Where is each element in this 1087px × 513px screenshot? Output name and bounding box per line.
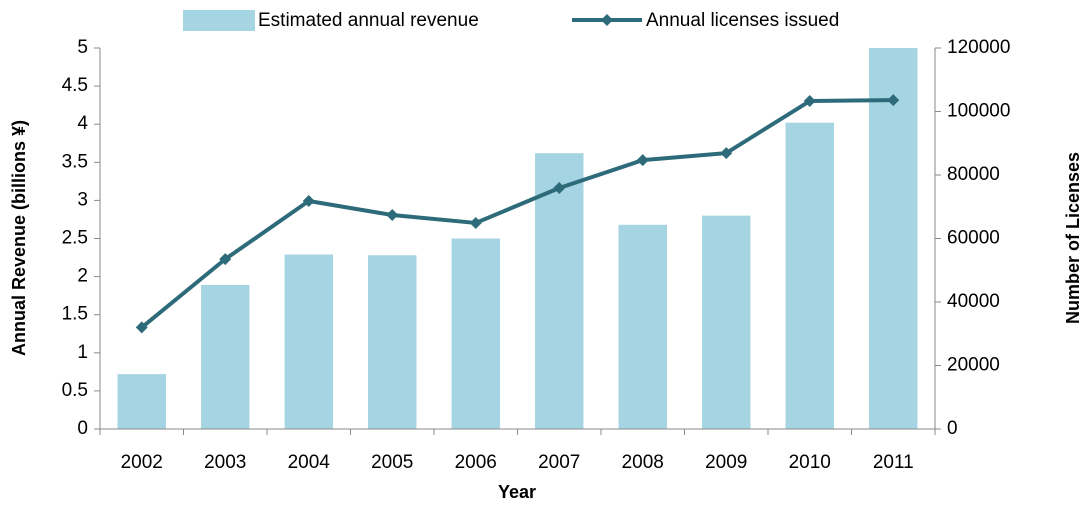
y-tick-label: 3.5	[62, 151, 88, 172]
bar	[535, 153, 584, 429]
y2-axis-title: Number of Licenses	[1063, 152, 1083, 324]
line-marker	[469, 216, 482, 229]
line-marker	[720, 147, 733, 160]
bar	[201, 284, 250, 429]
line-marker	[135, 321, 148, 334]
line-marker	[553, 182, 566, 195]
line	[140, 98, 894, 329]
y2-tick-label: 40000	[947, 291, 1000, 312]
y2-tick-label: 80000	[947, 164, 1000, 185]
y-tick-label: 0	[77, 418, 88, 439]
legend-label: Estimated annual revenue	[258, 10, 479, 31]
x-tick-label: 2004	[288, 452, 331, 473]
y2-tick-label: 60000	[947, 228, 1000, 249]
y-tick-label: 2.5	[62, 228, 88, 249]
line-marker	[219, 253, 232, 266]
legend-swatch	[183, 10, 255, 31]
y-tick-label: 2	[77, 266, 88, 287]
y-tick-label: 5	[77, 37, 88, 58]
x-axis-title: Year	[498, 482, 536, 502]
y2-tick-label: 120000	[947, 37, 1010, 58]
x-tick-label: 2002	[121, 452, 163, 473]
line-marker	[386, 209, 399, 222]
legend-label: Annual licenses issued	[646, 10, 839, 31]
x-tick-label: 2011	[873, 452, 914, 473]
y-tick-label: 4.5	[62, 75, 88, 96]
x-tick-label: 2008	[622, 452, 664, 473]
y-tick-label: 0.5	[62, 380, 88, 401]
legend-marker	[601, 14, 613, 26]
y-tick-label: 1.5	[62, 304, 88, 325]
line-marker	[302, 195, 315, 208]
y2-tick-label: 100000	[947, 101, 1010, 122]
bar	[117, 374, 166, 429]
y-axis-title: Annual Revenue (billions ¥)	[9, 120, 29, 356]
bar	[368, 255, 417, 429]
bar	[618, 224, 667, 429]
line-marker	[636, 154, 649, 167]
x-tick-label: 2009	[705, 452, 747, 473]
bar	[869, 48, 918, 429]
x-tick-label: 2010	[789, 452, 831, 473]
bar	[451, 238, 500, 429]
line-marker	[887, 94, 900, 107]
x-tick-label: 2007	[538, 452, 580, 473]
x-tick-label: 2005	[371, 452, 413, 473]
x-tick-label: 2003	[204, 452, 246, 473]
x-tick-label: 2006	[455, 452, 497, 473]
line-marker	[803, 95, 816, 108]
bar	[702, 215, 751, 429]
y2-tick-label: 20000	[947, 355, 1000, 376]
bar	[785, 122, 834, 430]
y-tick-label: 3	[77, 189, 88, 210]
y2-tick-label: 0	[947, 418, 958, 439]
y-tick-label: 1	[77, 342, 88, 363]
bar	[284, 254, 333, 429]
y-tick-label: 4	[77, 113, 88, 134]
